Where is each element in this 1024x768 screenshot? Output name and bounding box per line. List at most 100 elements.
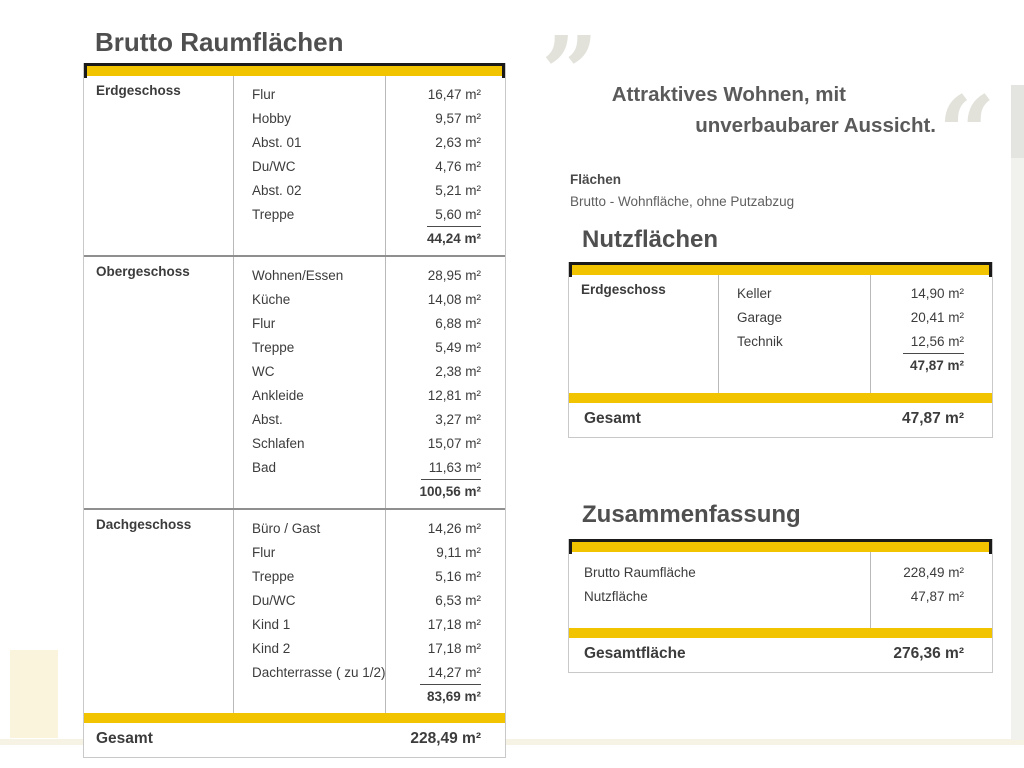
quote-line-1: Attraktives Wohnen, mit: [611, 83, 846, 106]
room-value: 14,27 m²: [419, 662, 481, 685]
room-name: Du/WC: [252, 159, 296, 174]
nutzflaechen-table: Erdgeschoss Keller Garage Technik 14,90 m² 20…: [568, 262, 993, 438]
decorative-cream-square: [10, 650, 58, 738]
corner-tick-left: [84, 63, 87, 78]
room-value: 5,49 m²: [435, 340, 481, 355]
corner-tick-left: [569, 539, 572, 554]
floor-subtotal: 100,56 m²: [419, 484, 481, 499]
floor-section: Dachgeschoss Büro / Gast Flur Treppe Du/WC Ki…: [84, 508, 505, 713]
room-name: Abst. 02: [252, 183, 302, 198]
room-value-underlined: 14,27 m²: [386, 661, 481, 685]
floor-subtotal: 83,69 m²: [426, 689, 481, 704]
room-name-column: Wohnen/Essen Küche Flur Treppe WC Ankleide Abs…: [234, 257, 386, 508]
room-value-column: 14,90 m² 20,41 m² 12,56 m² 47,87 m²: [871, 275, 992, 393]
room-value: 11,63 m²: [420, 457, 481, 480]
room-name: Flur: [252, 87, 276, 102]
room-name: Abst. 01: [252, 135, 302, 150]
total-value: 228,49 m²: [410, 730, 481, 747]
summary-row-label: Nutzfläche: [584, 589, 648, 604]
decorative-footer-band: [0, 739, 1024, 745]
room-value: 2,38 m²: [435, 364, 481, 379]
table-top-line: [569, 539, 992, 554]
room-value: 4,76 m²: [435, 159, 481, 174]
total-row: Gesamt 228,49 m²: [84, 723, 505, 757]
quote-close-icon: “: [938, 74, 996, 192]
summary-values: 228,49 m² 47,87 m²: [871, 552, 992, 628]
room-value: 5,16 m²: [435, 569, 481, 584]
floor-section: Obergeschoss Wohnen/Essen Küche Flur Treppe W…: [84, 255, 505, 508]
floor-section: Erdgeschoss Keller Garage Technik 14,90 m² 20…: [569, 275, 992, 393]
total-label: Gesamt: [584, 410, 641, 427]
table-top-line: [84, 63, 505, 78]
room-name: Technik: [737, 334, 783, 349]
decorative-right-strip-segment: [1011, 85, 1024, 158]
brutto-raumflaechen-title: Brutto Raumflächen: [95, 27, 344, 57]
corner-tick-right: [989, 262, 992, 277]
total-value: 47,87 m²: [901, 410, 964, 427]
room-name: Küche: [252, 292, 291, 307]
room-value: 17,18 m²: [427, 641, 481, 656]
room-value-underlined: 5,60 m²: [386, 203, 481, 227]
room-name: Wohnen/Essen: [252, 268, 344, 283]
room-value: 14,26 m²: [427, 521, 481, 536]
quote-text: Attraktives Wohnen, mit unverbaubarer Au…: [600, 79, 936, 141]
table-accent-bar: [84, 66, 505, 76]
total-accent-bar: [84, 713, 505, 723]
total-accent-bar: [569, 628, 992, 638]
room-name: Kind 1: [252, 617, 291, 632]
room-value: 5,21 m²: [435, 183, 481, 198]
room-value: 6,88 m²: [435, 316, 481, 331]
total-row: Gesamt 47,87 m²: [569, 403, 992, 437]
room-name: Flur: [252, 545, 276, 560]
zusammenfassung-title: Zusammenfassung: [582, 501, 801, 528]
room-name: Dachterrasse ( zu 1/2): [252, 665, 386, 680]
room-name: Büro / Gast: [252, 521, 321, 536]
table-sections: Erdgeschoss Flur Hobby Abst. 01 Du/WC Abst. 0…: [84, 76, 505, 713]
corner-tick-right: [989, 539, 992, 554]
room-name: Abst.: [252, 412, 283, 427]
brutto-raumflaechen-table: Erdgeschoss Flur Hobby Abst. 01 Du/WC Abst. 0…: [83, 63, 506, 758]
summary-row-value: 47,87 m²: [910, 589, 964, 604]
summary-content: Brutto Raumfläche Nutzfläche 228,49 m² 47,…: [569, 552, 992, 628]
total-value: 276,36 m²: [893, 645, 964, 662]
total-label: Gesamtfläche: [584, 645, 686, 662]
total-row: Gesamtfläche 276,36 m²: [569, 638, 992, 672]
room-value: 5,60 m²: [427, 204, 481, 227]
room-value: 14,08 m²: [427, 292, 481, 307]
room-name: Flur: [252, 316, 276, 331]
quote-open-icon: ”: [541, 14, 599, 132]
floor-subtotal: 44,24 m²: [426, 231, 481, 246]
table-top-line: [569, 262, 992, 277]
room-name-column: Büro / Gast Flur Treppe Du/WC Kind 1 Kind 2 Da…: [234, 510, 386, 713]
corner-tick-right: [502, 63, 505, 78]
room-name: Hobby: [252, 111, 292, 126]
room-value: 3,27 m²: [435, 412, 481, 427]
room-value: 17,18 m²: [427, 617, 481, 632]
room-name: Garage: [737, 310, 783, 325]
room-name: WC: [252, 364, 275, 379]
table-accent-bar: [569, 265, 992, 275]
room-value: 12,56 m²: [902, 331, 964, 354]
decorative-right-strip: [1011, 85, 1024, 740]
floor-label: Erdgeschoss: [84, 76, 234, 255]
floor-section: Erdgeschoss Flur Hobby Abst. 01 Du/WC Abst. 0…: [84, 76, 505, 255]
room-value-column: 16,47 m² 9,57 m² 2,63 m² 4,76 m² 5,21 m² 5,60…: [386, 76, 505, 255]
room-value: 9,11 m²: [436, 545, 481, 560]
flaechen-note-title: Flächen: [570, 172, 622, 187]
room-value-column: 28,95 m² 14,08 m² 6,88 m² 5,49 m² 2,38 m² 12,…: [386, 257, 505, 508]
room-name-column: Keller Garage Technik: [719, 275, 871, 393]
room-value: 2,63 m²: [435, 135, 481, 150]
room-name: Keller: [737, 286, 772, 301]
room-value: 12,81 m²: [427, 388, 481, 403]
total-label: Gesamt: [96, 730, 153, 747]
room-name-column: Flur Hobby Abst. 01 Du/WC Abst. 02 Treppe: [234, 76, 386, 255]
floor-label: Dachgeschoss: [84, 510, 234, 713]
zusammenfassung-table: Brutto Raumfläche Nutzfläche 228,49 m² 47,…: [568, 539, 993, 673]
floor-label: Erdgeschoss: [569, 275, 719, 393]
quote-line-2: unverbaubarer Aussicht.: [695, 114, 936, 137]
floor-label: Obergeschoss: [84, 257, 234, 508]
room-value: 9,57 m²: [435, 111, 481, 126]
room-name: Schlafen: [252, 436, 305, 451]
room-value-underlined: 12,56 m²: [871, 330, 964, 354]
room-value: 15,07 m²: [427, 436, 481, 451]
